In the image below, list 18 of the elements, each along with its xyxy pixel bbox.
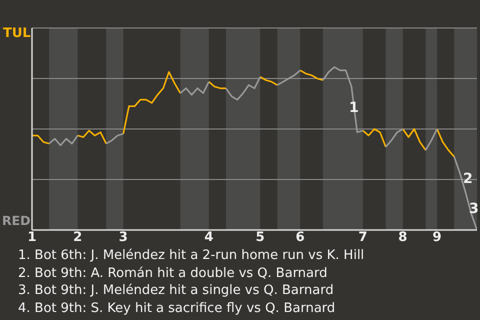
annotation: 1 [349, 100, 359, 116]
x-tick-label: 5 [256, 230, 265, 245]
x-tick-label: 2 [73, 230, 82, 245]
annotation: 2 [463, 171, 473, 187]
x-tick-label: 7 [358, 230, 368, 245]
text: 3. Bot 9th: J. Meléndez hit a single vs Q. Barnard [18, 282, 335, 300]
annotation: 3 [469, 201, 479, 217]
text: TUL [3, 26, 31, 42]
x-tick-label: 1 [27, 230, 37, 245]
text: 4. Bot 9th: S. Key hit a sacrifice fly vs Q. Barnard [18, 300, 336, 317]
text: 2. Bot 9th: A. Román hit a double vs Q. Barnard [18, 264, 328, 282]
x-tick-label: 9 [432, 230, 442, 245]
text: 1. Bot 6th: J. Meléndez hit a 2-run home run vs K. Hill [18, 247, 364, 264]
x-tick-label: 8 [398, 230, 408, 245]
text: RED [2, 213, 31, 229]
x-tick-label: 6 [296, 230, 305, 245]
x-tick-label: 3 [118, 230, 128, 245]
x-tick-label: 4 [204, 230, 214, 245]
